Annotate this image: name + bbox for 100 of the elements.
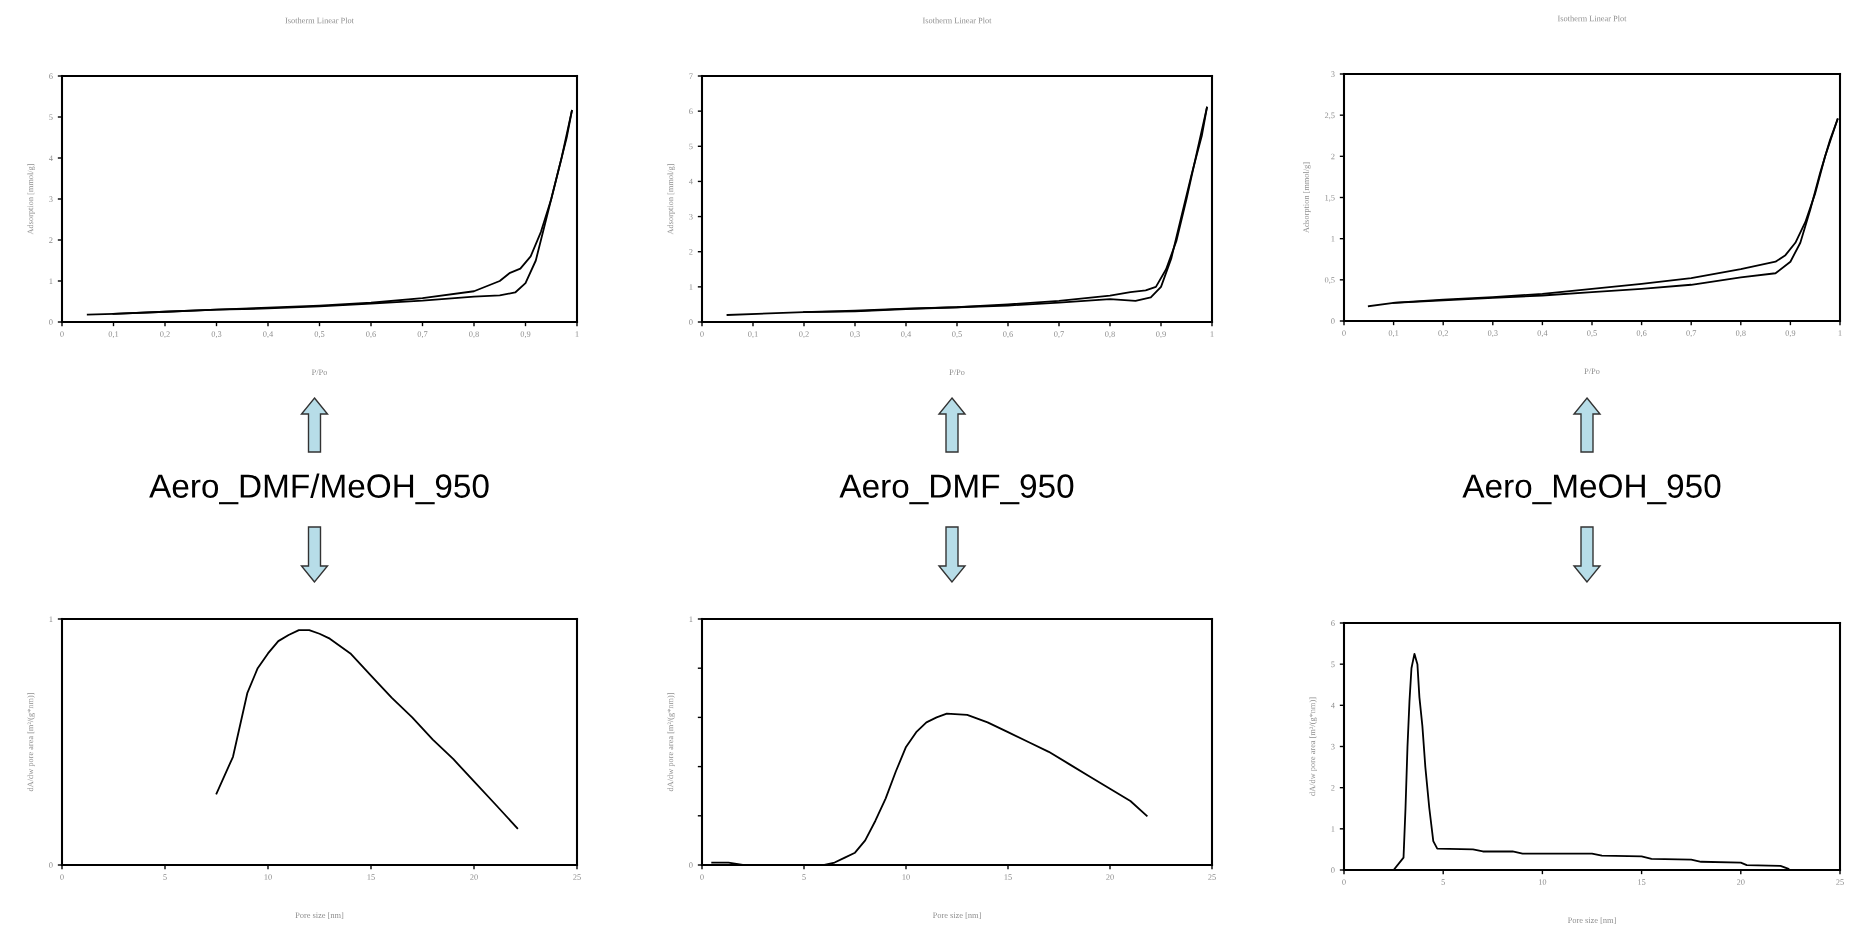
y-tick-label: 2 [689, 249, 693, 255]
y-tick-label: 6 [689, 108, 693, 115]
y-tick-label: 3 [689, 213, 693, 220]
x-tick-label: 0,1 [108, 331, 119, 339]
x-tick-label: 0,2 [160, 331, 170, 339]
y-axis-title: Adsorption [mmol/g] [1303, 162, 1311, 233]
x-tick-label: 0,6 [1003, 331, 1013, 339]
x-tick-label: 0,3 [850, 331, 860, 339]
x-tick-label: 0 [700, 874, 704, 880]
text: Aero_DMF/MeOH_950 [149, 473, 489, 505]
x-tick-label: 0,5 [952, 331, 962, 339]
x-tick-label: 0,7 [417, 331, 428, 339]
y-tick-label: 5 [49, 114, 53, 120]
text: Aero_MeOH_950 [1462, 474, 1721, 505]
x-tick-label: 0,8 [1105, 331, 1115, 339]
x-tick-label: 25 [1836, 879, 1844, 885]
y-tick-label: 0 [1331, 318, 1335, 324]
x-tick-label: 0,7 [1686, 330, 1697, 338]
y-tick-label: 4 [688, 178, 693, 185]
x-tick-label: 0 [1342, 879, 1346, 885]
x-tick-label: 1 [1838, 330, 1842, 336]
x-tick-label: 0,6 [366, 331, 376, 339]
x-tick-label: 0,6 [1636, 330, 1647, 338]
x-tick-label: 0 [700, 331, 704, 337]
y-axis-title: dA/dw pore area [m²/(g*nm)] [27, 693, 35, 792]
x-tick-label: 15 [1638, 879, 1646, 885]
y-tick-label: 2 [49, 237, 53, 243]
y-tick-label: 3 [1331, 71, 1335, 77]
x-tick-label: 5 [802, 874, 806, 880]
y-tick-label: 2,5 [1324, 112, 1335, 120]
chart-title: Isotherm Linear Plot [922, 17, 992, 24]
x-tick-label: 0,8 [1735, 330, 1746, 338]
x-tick-label: 0,1 [748, 331, 758, 339]
x-tick-label: 5 [1441, 879, 1445, 885]
x-axis-title: Pore size [nm] [932, 912, 981, 920]
x-tick-label: 25 [1208, 874, 1216, 880]
x-tick-label: 15 [1004, 874, 1012, 880]
y-tick-label: 1 [1331, 236, 1335, 242]
y-tick-label: 1,5 [1325, 194, 1335, 202]
x-tick-label: 0,2 [1438, 330, 1448, 338]
x-axis-title: Pore size [nm] [1567, 917, 1616, 925]
x-tick-label: 0 [60, 874, 64, 880]
y-axis-title: Adsorption [mmol/g] [667, 164, 675, 235]
chart-title: Isotherm Linear Plot [1557, 15, 1627, 22]
x-tick-label: 5 [163, 874, 167, 880]
y-tick-label: 5 [689, 143, 693, 150]
y-tick-label: 0,5 [1324, 277, 1335, 285]
x-tick-label: 20 [1737, 879, 1745, 885]
chart-title: Isotherm Linear Plot [285, 17, 354, 24]
x-tick-label: 0,5 [1587, 330, 1597, 338]
x-tick-label: 0,2 [799, 331, 809, 339]
y-tick-label: 1 [689, 616, 693, 622]
y-axis-title: Adsorption [mmol/g] [27, 164, 35, 235]
x-tick-label: 0,1 [1388, 330, 1399, 338]
x-tick-label: 20 [1106, 874, 1114, 880]
y-axis-title: dA/dw pore area [m²/(g*nm)] [667, 693, 675, 792]
x-tick-label: 0 [1342, 330, 1346, 336]
y-tick-label: 1 [49, 278, 53, 284]
x-tick-label: 0,3 [211, 331, 222, 339]
x-tick-label: 0 [60, 331, 64, 337]
y-tick-label: 4 [1330, 702, 1335, 709]
x-axis-title: P/Po [1584, 368, 1600, 375]
x-tick-label: 0,9 [520, 331, 531, 339]
x-tick-label: 10 [902, 874, 910, 880]
y-tick-label: 2 [1331, 785, 1335, 791]
y-tick-label: 4 [48, 155, 53, 161]
x-axis-title: Pore size [nm] [295, 912, 344, 920]
y-tick-label: 0 [689, 319, 693, 325]
y-tick-label: 6 [1331, 620, 1335, 626]
x-tick-label: 0,4 [901, 331, 912, 339]
y-axis-title: dA/dw pore area [m²/(g*nm)] [1309, 697, 1317, 796]
x-tick-label: 10 [264, 874, 272, 880]
x-tick-label: 25 [573, 874, 581, 880]
x-axis-title: P/Po [949, 369, 965, 376]
x-tick-label: 20 [470, 874, 478, 880]
y-tick-label: 2 [1331, 153, 1335, 160]
y-tick-label: 6 [49, 73, 53, 79]
y-tick-label: 7 [689, 73, 693, 79]
y-tick-label: 1 [49, 616, 53, 622]
x-tick-label: 0,4 [1537, 330, 1548, 338]
y-tick-label: 0 [689, 862, 693, 868]
y-tick-label: 3 [49, 196, 53, 202]
y-tick-label: 0 [49, 319, 53, 325]
y-tick-label: 0 [1331, 867, 1335, 873]
x-tick-label: 1 [575, 331, 579, 337]
x-tick-label: 0,9 [1156, 331, 1166, 339]
x-tick-label: 0,4 [263, 331, 274, 339]
y-tick-label: 3 [1331, 743, 1335, 750]
y-tick-label: 0 [49, 862, 53, 868]
x-tick-label: 0,9 [1785, 330, 1796, 338]
x-tick-label: 0,8 [469, 331, 479, 339]
x-tick-label: 0,5 [314, 331, 325, 339]
x-tick-label: 0,7 [1054, 331, 1064, 339]
x-tick-label: 10 [1538, 879, 1547, 885]
x-axis-title: P/Po [311, 369, 328, 376]
x-tick-label: 1 [1210, 331, 1214, 337]
y-tick-label: 5 [1331, 661, 1335, 668]
x-tick-label: 0,3 [1487, 330, 1498, 338]
x-tick-label: 15 [367, 874, 375, 880]
text: Aero_DMF_950 [839, 474, 1074, 505]
